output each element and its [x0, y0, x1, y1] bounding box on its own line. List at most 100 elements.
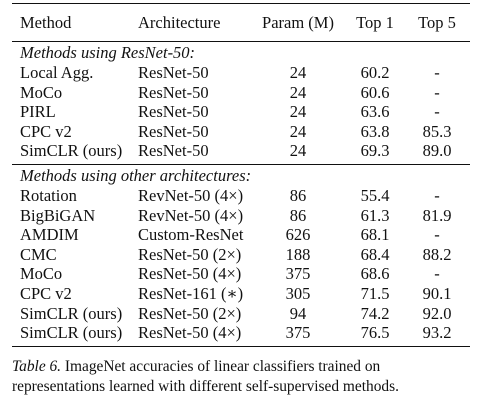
top5-cell: 90.1 [422, 283, 452, 303]
top1-cell: 63.8 [360, 121, 390, 141]
top1-cell: 69.3 [360, 141, 390, 161]
top5-cell: 89.0 [422, 141, 452, 161]
top-rule [12, 3, 470, 4]
param-cell: 94 [289, 303, 307, 323]
section-title: Methods using ResNet-50: [20, 42, 196, 62]
method-cell: Rotation [20, 186, 77, 206]
top1-cell: 60.2 [360, 63, 390, 83]
table-row: BigBiGAN RevNet-50 (4×) 86 61.3 81.9 [12, 206, 470, 226]
param-cell: 86 [289, 186, 307, 206]
architecture-cell: ResNet-161 (∗) [138, 283, 244, 303]
param-cell: 305 [285, 283, 311, 303]
param-cell: 626 [285, 225, 311, 245]
architecture-cell: ResNet-50 (4×) [138, 323, 242, 343]
section-resnet50: Methods using ResNet-50: Local Agg. ResNet… [12, 42, 470, 161]
top5-cell: - [434, 225, 440, 245]
top1-cell: 63.6 [360, 102, 390, 122]
top1-cell: 68.6 [360, 264, 390, 284]
method-cell: SimCLR (ours) [20, 303, 123, 323]
architecture-cell: ResNet-50 [138, 141, 209, 161]
table-row: MoCo ResNet-50 (4×) 375 68.6 - [12, 264, 470, 284]
caption-label: Table 6. [12, 358, 62, 375]
method-cell: SimCLR (ours) [20, 141, 123, 161]
section-title-row: Methods using other architectures: [12, 165, 470, 186]
architecture-cell: ResNet-50 (2×) [138, 303, 242, 323]
method-cell: CPC v2 [20, 283, 72, 303]
param-cell: 24 [289, 82, 307, 102]
param-cell: 24 [289, 102, 307, 122]
top5-cell: 85.3 [422, 121, 452, 141]
method-cell: AMDIM [20, 225, 79, 245]
section-rule [12, 163, 470, 165]
architecture-cell: ResNet-50 [138, 63, 209, 83]
table-row: AMDIM Custom-ResNet 626 68.1 - [12, 225, 470, 245]
section-title-row: Methods using ResNet-50: [12, 42, 470, 63]
top5-cell: 81.9 [422, 205, 452, 225]
results-table-container: Method Architecture Param (M) Top 1 Top … [12, 0, 470, 347]
top5-cell: 88.2 [422, 244, 452, 264]
section-other-architectures: Methods using other architectures: Rotati… [12, 165, 470, 343]
table-row: SimCLR (ours) ResNet-50 24 69.3 89.0 [12, 141, 470, 161]
top1-cell: 68.4 [360, 244, 390, 264]
top1-cell: 76.5 [360, 323, 390, 343]
header-top5: Top 5 [418, 12, 456, 32]
top1-cell: 61.3 [360, 205, 390, 225]
architecture-cell: ResNet-50 (2×) [138, 244, 242, 264]
method-cell: SimCLR (ours) [20, 323, 123, 343]
table-row: Rotation RevNet-50 (4×) 86 55.4 - [12, 186, 470, 206]
top5-cell: 92.0 [422, 303, 452, 323]
results-table: Method Architecture Param (M) Top 1 Top … [12, 4, 470, 41]
header-row: Method Architecture Param (M) Top 1 Top … [12, 4, 470, 41]
method-cell: Local Agg. [20, 63, 94, 83]
top5-cell: - [434, 63, 440, 83]
table-row: MoCo ResNet-50 24 60.6 - [12, 83, 470, 103]
architecture-cell: ResNet-50 [138, 82, 209, 102]
param-cell: 24 [289, 63, 307, 83]
section-title: Methods using other architectures: [20, 165, 252, 185]
top1-cell: 68.1 [360, 225, 390, 245]
param-cell: 375 [285, 323, 311, 343]
top5-cell: - [434, 186, 440, 206]
param-cell: 188 [285, 244, 311, 264]
top1-cell: 71.5 [360, 283, 390, 303]
table-row: SimCLR (ours) ResNet-50 (4×) 375 76.5 93.2 [12, 323, 470, 343]
header-rule [12, 41, 470, 42]
table-row: CMC ResNet-50 (2×) 188 68.4 88.2 [12, 245, 470, 265]
header-top1: Top 1 [356, 12, 394, 32]
method-cell: PIRL [20, 102, 56, 122]
architecture-cell: ResNet-50 [138, 121, 209, 141]
param-cell: 86 [289, 205, 307, 225]
top1-cell: 55.4 [360, 186, 390, 206]
header-param: Param (M) [262, 12, 334, 32]
architecture-cell: ResNet-50 (4×) [138, 264, 242, 284]
architecture-cell: ResNet-50 [138, 102, 209, 122]
table-row: SimCLR (ours) ResNet-50 (2×) 94 74.2 92.0 [12, 304, 470, 324]
architecture-cell: RevNet-50 (4×) [138, 205, 244, 225]
top1-cell: 74.2 [360, 303, 390, 323]
top5-cell: - [434, 102, 440, 122]
method-cell: BigBiGAN [20, 205, 96, 225]
header-architecture: Architecture [138, 12, 221, 32]
method-cell: CMC [20, 244, 57, 264]
table-header: Method Architecture Param (M) Top 1 Top … [12, 4, 470, 41]
top5-cell: - [434, 82, 440, 102]
bottom-rule [12, 345, 470, 347]
table-row: CPC v2 ResNet-50 24 63.8 85.3 [12, 122, 470, 142]
param-cell: 375 [285, 264, 311, 284]
header-method: Method [20, 12, 72, 32]
method-cell: MoCo [20, 82, 63, 102]
architecture-cell: Custom-ResNet [138, 225, 244, 245]
table-caption: Table 6. ImageNet accuracies of linear c… [12, 357, 467, 397]
top1-cell: 60.6 [360, 82, 390, 102]
method-cell: CPC v2 [20, 121, 72, 141]
method-cell: MoCo [20, 264, 63, 284]
top5-cell: - [434, 264, 440, 284]
table-row: CPC v2 ResNet-161 (∗) 305 71.5 90.1 [12, 284, 470, 304]
top5-cell: 93.2 [422, 323, 452, 343]
table-row: PIRL ResNet-50 24 63.6 - [12, 102, 470, 122]
architecture-cell: RevNet-50 (4×) [138, 186, 244, 206]
param-cell: 24 [289, 141, 307, 161]
caption-text: ImageNet accuracies of linear classifier… [12, 358, 399, 395]
table-row: Local Agg. ResNet-50 24 60.2 - [12, 63, 470, 83]
param-cell: 24 [289, 121, 307, 141]
